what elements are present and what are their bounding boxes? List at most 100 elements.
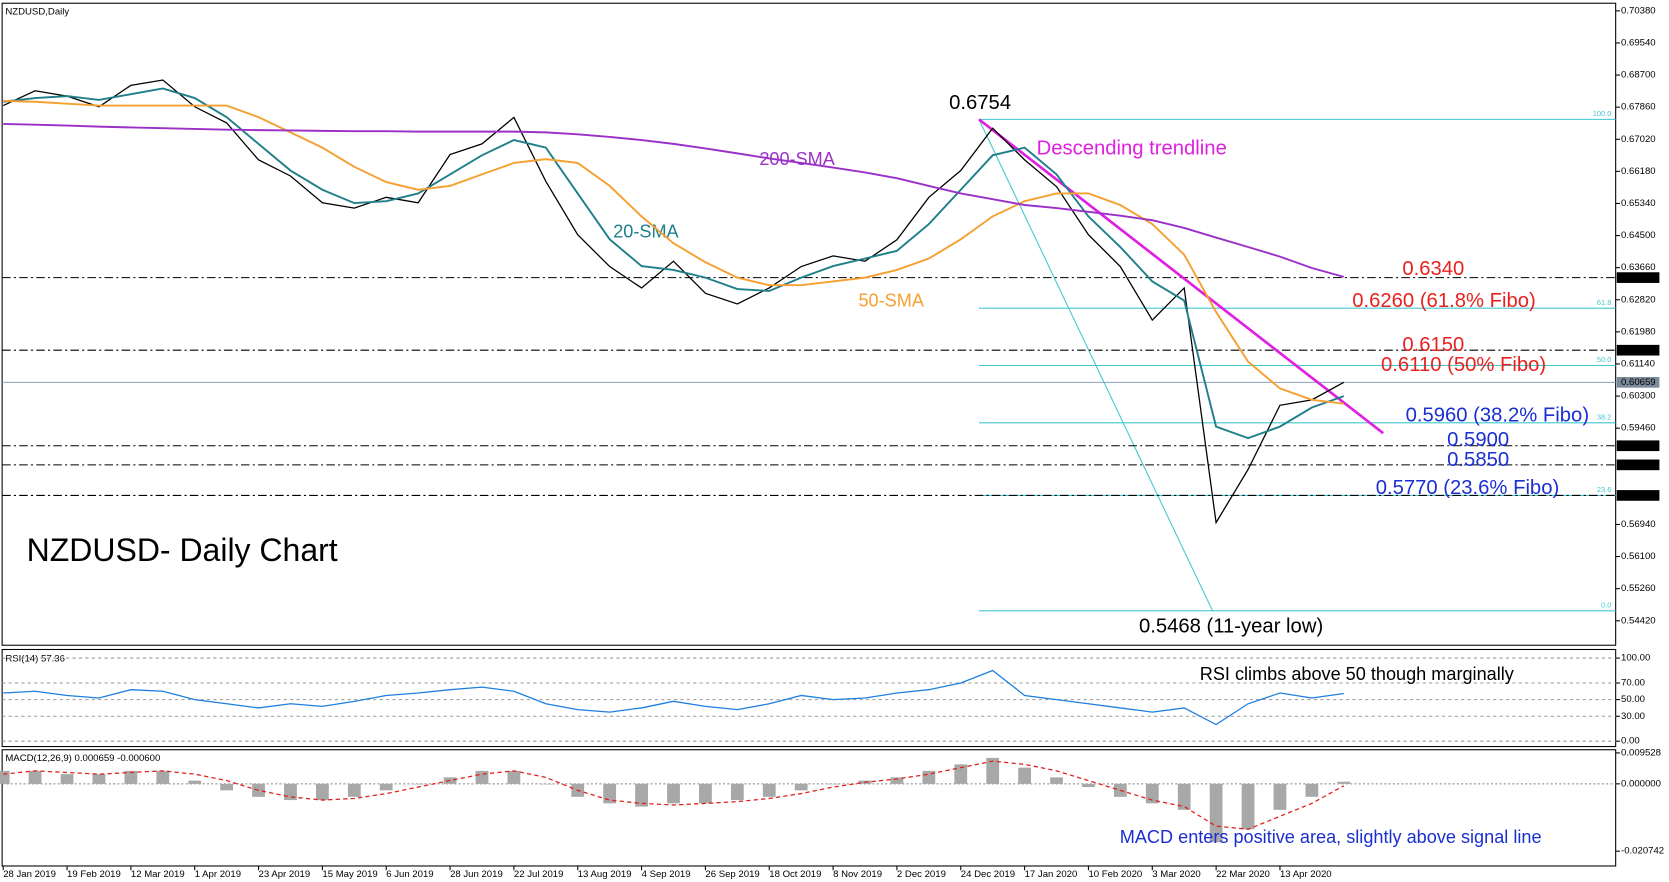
level-box (1616, 490, 1660, 501)
macd-bar (1082, 783, 1095, 788)
macd-bar (315, 783, 329, 801)
series-line (3, 87, 1345, 440)
y-tick-label: 0.61140 (1621, 358, 1655, 369)
signal-line (3, 760, 1345, 830)
rsi-title: RSI(14) 57.36 (5, 654, 65, 665)
y-tick-label: 0.54420 (1621, 615, 1656, 626)
chart-title: NZDUSD,Daily (5, 6, 69, 17)
y-tick-label: 0.66180 (1621, 166, 1656, 177)
fibo-label: 61.8 (1597, 298, 1612, 307)
macd-bar (220, 783, 234, 791)
macd-bar (762, 783, 776, 797)
price-panel (1, 2, 1617, 646)
macd-bar (1273, 783, 1287, 810)
x-tick-label: 24 Dec 2019 (961, 869, 1015, 880)
x-tick-label: 12 Mar 2019 (131, 869, 185, 880)
x-tick-label: 28 Jan 2019 (3, 869, 56, 880)
x-tick-label: 1 Apr 2019 (195, 869, 241, 880)
annotation: RSI climbs above 50 though marginally (1200, 664, 1515, 684)
macd-bar (188, 780, 202, 784)
y-tick-label: 0.000000 (1621, 778, 1661, 789)
level-box (1616, 344, 1660, 356)
series-line (3, 122, 1345, 278)
y-tick-label: 0.64500 (1621, 230, 1656, 241)
x-tick-label: 2 Dec 2019 (897, 869, 946, 880)
y-tick-label: 0.62820 (1621, 294, 1656, 305)
annotation: 0.6110 (50% Fibo) (1381, 354, 1546, 376)
y-tick-label: 50.00 (1621, 694, 1645, 705)
macd-bar (1018, 767, 1032, 784)
macd-bar (794, 783, 808, 791)
macd-bar (60, 774, 74, 784)
y-tick-label: 0.67020 (1621, 134, 1656, 145)
macd-bar (411, 783, 425, 785)
macd-bar (954, 764, 968, 784)
x-tick-label: 13 Aug 2019 (578, 869, 632, 880)
x-tick-label: 10 Feb 2020 (1088, 869, 1142, 880)
y-tick-label: 0.63660 (1621, 262, 1656, 273)
annotation: 0.6150 (1402, 334, 1464, 356)
fibo-label: 38.2 (1597, 412, 1612, 421)
macd-bar (635, 783, 648, 807)
level-label: 0.61500 (1621, 345, 1656, 356)
y-tick-label: 0.65340 (1621, 198, 1656, 209)
y-tick-label: 0.70380 (1621, 5, 1656, 16)
macd-bar (1177, 783, 1191, 810)
current-price-box (1616, 377, 1660, 388)
annotation: 0.5850 (1447, 449, 1509, 471)
x-tick-label: 8 Nov 2019 (833, 869, 882, 880)
macd-bar (507, 770, 521, 784)
fibo-label: 0.0 (1601, 600, 1611, 609)
level-label: 0.57700 (1621, 490, 1656, 501)
macd-bar (730, 783, 744, 801)
series-line (3, 669, 1344, 726)
y-tick-label: 0.00 (1621, 736, 1640, 747)
y-tick-label: -0.020742 (1621, 846, 1664, 857)
x-tick-label: 22 Jul 2019 (514, 869, 564, 880)
annotation: 0.6340 (1402, 258, 1464, 280)
series-label: 20-SMA (613, 221, 679, 241)
x-tick-label: 23 Apr 2019 (259, 869, 311, 880)
level-label: 0.59000 (1621, 440, 1656, 451)
y-tick-label: 0.56100 (1621, 551, 1656, 562)
annotation: 0.5468 (11-year low) (1139, 615, 1323, 637)
rsi-panel (1, 648, 1617, 748)
macd-bar (539, 783, 553, 785)
macd-bar (1209, 783, 1223, 843)
level-box (1616, 272, 1660, 283)
macd-bar (1305, 783, 1319, 797)
x-tick-label: 17 Jan 2020 (1025, 869, 1078, 880)
macd-bar (699, 783, 712, 804)
y-tick-label: 0.68700 (1621, 70, 1656, 81)
macd-bar (1241, 783, 1255, 830)
x-tick-label: 15 May 2019 (322, 869, 377, 880)
fibo-connector (978, 119, 1214, 612)
trendline-label: Descending trendline (1037, 138, 1227, 160)
macd-bar (667, 783, 680, 804)
x-tick-label: 26 Sep 2019 (705, 869, 759, 880)
level-box (1616, 440, 1660, 452)
annotation: MACD enters positive area, slightly abov… (1120, 827, 1542, 847)
macd-bar (986, 757, 1000, 784)
x-tick-label: 13 Apr 2020 (1280, 869, 1332, 880)
level-label: 0.58500 (1621, 459, 1656, 470)
macd-title: MACD(12,26,9) 0.000659 -0.000600 (5, 753, 160, 764)
y-tick-label: 100.00 (1621, 653, 1650, 664)
annotation: 0.6754 (949, 92, 1011, 114)
y-tick-label: 0.56940 (1621, 519, 1656, 530)
y-tick-label: 70.00 (1621, 678, 1645, 689)
current-price-label: 0.60659 (1621, 377, 1656, 388)
level-box (1616, 459, 1660, 471)
x-tick-label: 19 Feb 2019 (67, 869, 121, 880)
macd-bar (156, 770, 170, 784)
x-tick-label: 18 Oct 2019 (769, 869, 821, 880)
y-tick-label: 0.61980 (1621, 326, 1656, 337)
series-label: 200-SMA (759, 149, 835, 169)
fibo-label: 50.0 (1597, 355, 1612, 364)
macd-bar (379, 783, 393, 791)
x-tick-label: 3 Mar 2020 (1152, 869, 1200, 880)
y-tick-label: 0.55260 (1621, 583, 1656, 594)
series-line (2, 79, 1345, 525)
annotation: 0.6260 (61.8% Fibo) (1352, 290, 1535, 312)
